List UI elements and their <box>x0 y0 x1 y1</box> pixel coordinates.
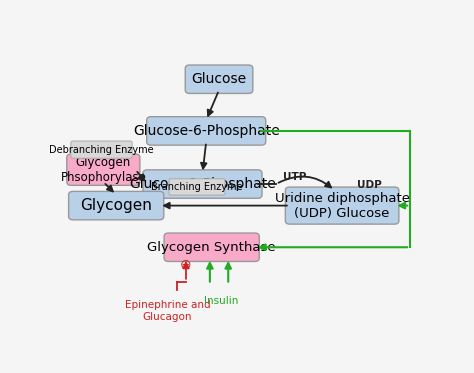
FancyBboxPatch shape <box>71 141 132 158</box>
Text: UDP: UDP <box>357 180 382 190</box>
Text: Uridine diphosphate
(UDP) Glucose: Uridine diphosphate (UDP) Glucose <box>274 192 410 220</box>
FancyBboxPatch shape <box>285 187 399 224</box>
Text: Glucose-6-Phosphate: Glucose-6-Phosphate <box>133 124 280 138</box>
Text: Glycogen Synthase: Glycogen Synthase <box>147 241 276 254</box>
Text: Debranching Enzyme: Debranching Enzyme <box>49 145 154 154</box>
Text: Glycogen
Phsophorylase: Glycogen Phsophorylase <box>60 156 146 184</box>
Text: ⊕: ⊕ <box>180 258 192 272</box>
FancyBboxPatch shape <box>169 179 225 195</box>
Text: Glucose: Glucose <box>191 72 246 86</box>
FancyBboxPatch shape <box>164 233 259 261</box>
FancyBboxPatch shape <box>69 191 164 220</box>
Text: Glycogen: Glycogen <box>80 198 152 213</box>
FancyBboxPatch shape <box>67 154 140 185</box>
Text: Insulin: Insulin <box>204 296 238 306</box>
FancyBboxPatch shape <box>185 65 253 94</box>
FancyBboxPatch shape <box>143 170 262 198</box>
Text: Glucose-1-Phosphate: Glucose-1-Phosphate <box>129 177 276 191</box>
Text: UTP: UTP <box>283 172 307 182</box>
FancyBboxPatch shape <box>146 117 266 145</box>
Text: Branching Enzyme: Branching Enzyme <box>151 182 243 192</box>
Text: Epinephrine and
Glucagon: Epinephrine and Glucagon <box>125 300 210 322</box>
